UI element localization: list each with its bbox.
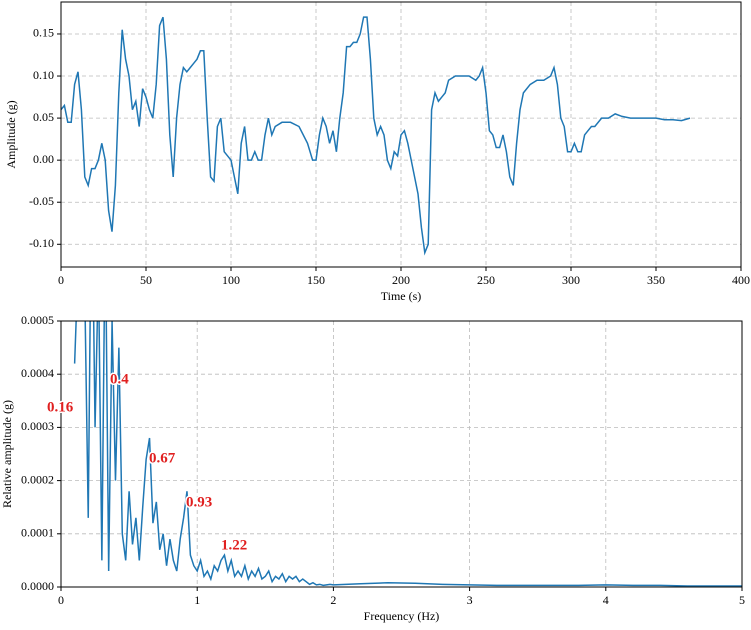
x-tick-label: 200 — [392, 273, 410, 287]
peak-annotation: 0.16 — [47, 399, 74, 415]
x-tick-label: 250 — [477, 273, 495, 287]
x-tick-label: 400 — [732, 273, 750, 287]
y-tick-label: 0.00 — [33, 152, 54, 166]
x-tick-label: 100 — [222, 273, 240, 287]
x-tick-label: 2 — [330, 593, 336, 607]
y-axis-label: Relative amplitude (g) — [0, 400, 14, 508]
x-tick-label: 150 — [307, 273, 325, 287]
y-tick-label: 0.0001 — [21, 526, 54, 540]
y-tick-label: 0.05 — [33, 110, 54, 124]
x-tick-label: 0 — [58, 593, 64, 607]
axes-frame — [60, 1, 742, 268]
x-tick-label: 300 — [562, 273, 580, 287]
x-tick-label: 1 — [194, 593, 200, 607]
x-tick-label: 50 — [140, 273, 152, 287]
y-tick-label: 0.0004 — [21, 366, 54, 380]
peak-annotation: 0.93 — [186, 494, 212, 510]
x-tick-label: 4 — [603, 593, 609, 607]
plot-area — [61, 16, 691, 256]
x-tick-label: 350 — [647, 273, 665, 287]
data-line — [61, 16, 691, 256]
y-tick-label: -0.10 — [29, 236, 54, 250]
y-tick-label: -0.05 — [29, 194, 54, 208]
x-axis-label: Time (s) — [381, 289, 422, 303]
x-tick-label: 0 — [58, 273, 64, 287]
y-tick-label: 0.0003 — [21, 419, 54, 433]
y-axis-label: Amplitude (g) — [4, 100, 18, 168]
x-tick-label: 3 — [467, 593, 473, 607]
x-axis-label: Frequency (Hz) — [364, 609, 440, 623]
peak-annotation: 0.67 — [149, 450, 176, 466]
x-tick-label: 5 — [739, 593, 745, 607]
y-tick-label: 0.15 — [33, 26, 54, 40]
y-tick-label: 0.0002 — [21, 472, 54, 486]
y-tick-label: 0.0000 — [21, 579, 54, 593]
axes-frame — [60, 320, 743, 588]
plot-area — [73, 321, 742, 587]
peak-annotation: 1.22 — [221, 537, 247, 553]
y-tick-label: 0.0005 — [21, 313, 54, 327]
y-tick-label: 0.10 — [33, 68, 54, 82]
data-line — [73, 321, 742, 587]
peak-annotation: 0.4 — [110, 371, 129, 387]
